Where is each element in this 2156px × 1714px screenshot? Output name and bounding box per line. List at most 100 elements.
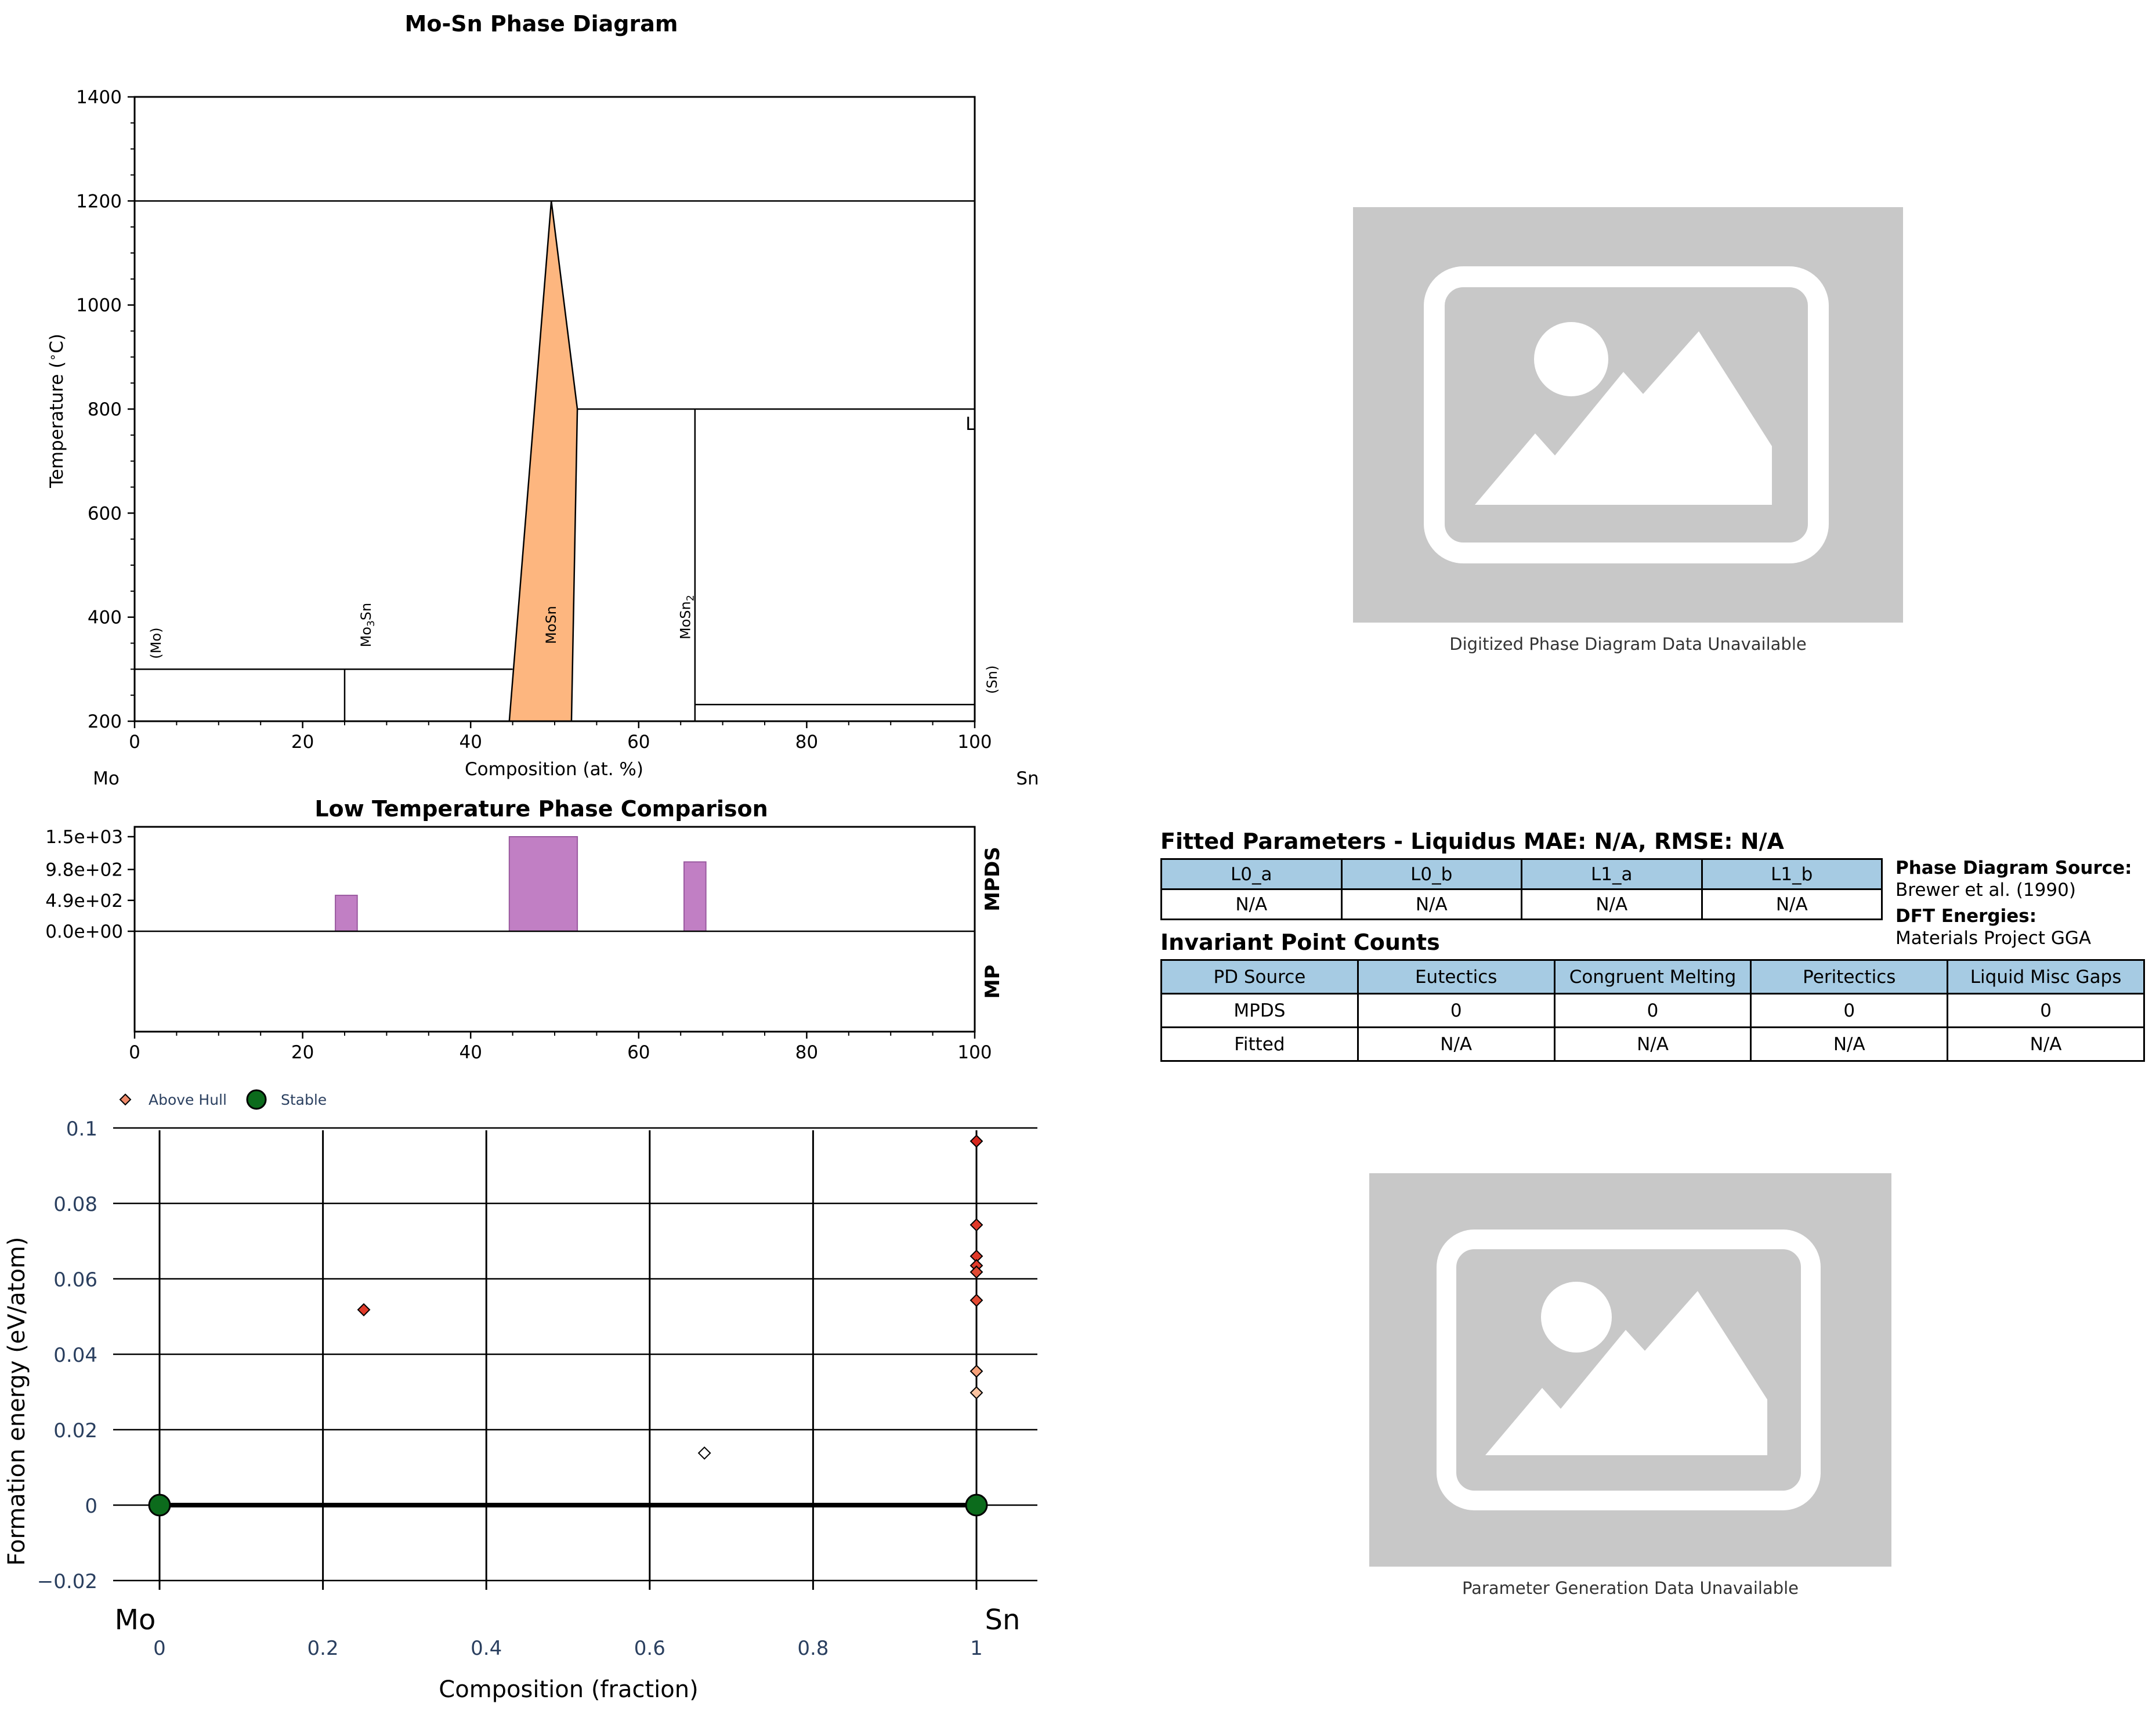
legend-stable-label: Stable [281, 1091, 327, 1108]
fitted-parameters-title: Fitted Parameters - Liquidus MAE: N/A, R… [1160, 829, 1784, 854]
invariant-header-cell: Liquid Misc Gaps [1947, 959, 2145, 995]
fitted-value-cell: N/A [1340, 888, 1522, 920]
y-tick-label: 1.5e+03 [45, 827, 123, 848]
mpds-phase-bar [335, 895, 358, 932]
phase-diagram-source-value: Brewer et al. (1990) [1895, 880, 2076, 901]
y-tick-label: 1200 [76, 191, 122, 212]
x-tick-label: 1 [970, 1637, 983, 1660]
digitized-placeholder-image [1353, 207, 1903, 623]
x-tick-label: 60 [627, 732, 650, 753]
above-hull-point [970, 1134, 983, 1148]
phase-diagram-left-element: Mo [93, 768, 120, 789]
x-tick-label: 60 [627, 1042, 650, 1063]
invariant-cell: N/A [1947, 1026, 2145, 1062]
invariant-cell: 0 [1750, 993, 1949, 1028]
y-tick-label: 4.9e+02 [45, 891, 123, 912]
invariant-header-cell: PD Source [1160, 959, 1359, 995]
phase-label-l: L [965, 414, 976, 435]
fitted-header-cell: L1_a [1521, 858, 1703, 890]
phase-label: MoSn2 [677, 595, 696, 639]
param-gen-placeholder-image [1369, 1173, 1891, 1567]
fitted-value-cell: N/A [1701, 888, 1883, 920]
x-tick-label: 0.4 [471, 1637, 502, 1660]
above-hull-point [697, 1446, 711, 1460]
phase-comparison-title: Low Temperature Phase Comparison [314, 796, 768, 822]
above-hull-point [970, 1293, 983, 1307]
fitted-value-cell: N/A [1160, 888, 1343, 920]
y-tick-label: 600 [88, 503, 122, 524]
mpds-phase-bar [508, 836, 578, 932]
image-placeholder-icon [1437, 1230, 1821, 1510]
x-tick-label: 0.8 [797, 1637, 829, 1660]
phase-diagram-source-label: Phase Diagram Source: [1895, 858, 2132, 878]
hull-xlabel: Composition (fraction) [439, 1676, 698, 1703]
above-hull-point [970, 1218, 983, 1232]
phase-diagram-xlabel: Composition (at. %) [465, 759, 643, 780]
above-hull-point [970, 1386, 983, 1400]
above-hull-point [357, 1303, 371, 1317]
y-tick-label: 0.1 [66, 1118, 97, 1141]
above-hull-point [970, 1364, 983, 1378]
fitted-header-cell: L0_b [1340, 858, 1522, 890]
hull-ylabel: Formation energy (eV/atom) [3, 1237, 30, 1566]
phase-label: MoSn [543, 606, 559, 644]
dft-energies-value: Materials Project GGA [1895, 928, 2092, 949]
digitized-caption: Digitized Phase Diagram Data Unavailable [1449, 634, 1807, 654]
convex-hull-plot-area: −0.02 0 0.02 0.04 0.06 0.08 0.1 0 0.2 0.4 0.6 0.8 1 A… [37, 1089, 1037, 1660]
x-tick-label: 0 [129, 1042, 140, 1063]
fitted-parameters-table: L0_a L0_b L1_a L1_b N/A N/A N/A N/A [1160, 858, 1883, 920]
phase-diagram-plot-area: 0 20 40 60 80 100 200 400 600 800 1000 1200 1400 (Mo)… [76, 87, 1000, 753]
x-tick-label: 40 [459, 732, 482, 753]
x-tick-label: 80 [795, 732, 818, 753]
invariant-header-cell: Peritectics [1750, 959, 1949, 995]
y-tick-label: 0 [85, 1495, 97, 1518]
convex-hull-chart: −0.02 0 0.02 0.04 0.06 0.08 0.1 0 0.2 0.4 0.6 0.8 1 A… [3, 1089, 1037, 1703]
mpds-phase-bar [683, 861, 707, 932]
phase-diagram-ylabel: Temperature (∘C) [46, 334, 67, 489]
invariant-header-cell: Congruent Melting [1553, 959, 1752, 995]
phase-label: Mo3Sn [358, 603, 377, 648]
y-tick-label: 0.0e+00 [45, 921, 123, 942]
phase-label: (Mo) [148, 627, 164, 659]
phase-label: (Sn) [984, 666, 1000, 694]
invariant-cell: 0 [1553, 993, 1752, 1028]
x-tick-label: 0 [129, 732, 140, 753]
legend-stable-marker [246, 1089, 267, 1110]
y-tick-label: 0.06 [53, 1268, 97, 1292]
invariant-header-cell: Eutectics [1356, 959, 1555, 995]
invariant-cell: N/A [1553, 1026, 1752, 1062]
y-tick-label: 200 [88, 711, 122, 732]
fitted-header-cell: L0_a [1160, 858, 1343, 890]
x-tick-label: 0 [153, 1637, 166, 1660]
x-tick-label: 0.6 [634, 1637, 665, 1660]
phase-diagram-right-element: Sn [1016, 768, 1039, 789]
row-label-mpds: MPDS [981, 847, 1004, 911]
phase-diagram-title: Mo-Sn Phase Diagram [405, 11, 678, 37]
image-placeholder-icon [1424, 266, 1829, 563]
fitted-value-cell: N/A [1521, 888, 1703, 920]
phase-comparison-chart: Low Temperature Phase Comparison 0.0e+00… [45, 796, 1004, 1063]
x-tick-label: 20 [291, 732, 314, 753]
param-gen-caption: Parameter Generation Data Unavailable [1462, 1578, 1799, 1598]
row-label-mp: MP [981, 965, 1004, 999]
legend-above-hull-label: Above Hull [149, 1091, 227, 1108]
y-tick-label: 800 [88, 399, 122, 420]
invariant-cell: N/A [1356, 1026, 1555, 1062]
above-hull-point [970, 1265, 983, 1279]
y-tick-label: 400 [88, 608, 122, 628]
stable-point [148, 1494, 171, 1517]
y-tick-label: 0.08 [53, 1193, 97, 1216]
phase-diagram-chart: Mo-Sn Phase Diagram 0 20 40 60 80 100 200 400 60… [46, 11, 1039, 789]
y-tick-label: 1400 [76, 87, 122, 108]
invariant-cell: MPDS [1160, 993, 1359, 1028]
invariant-counts-table: PD Source Eutectics Congruent Melting Pe… [1160, 959, 2145, 1062]
legend-above-hull-marker [119, 1093, 132, 1106]
invariant-cell: Fitted [1160, 1026, 1359, 1062]
dft-energies-label: DFT Energies: [1895, 906, 2037, 927]
x-tick-label: 40 [459, 1042, 482, 1063]
x-tick-label: 20 [291, 1042, 314, 1063]
stable-point [965, 1494, 988, 1517]
x-tick-label: 100 [957, 732, 992, 753]
invariant-counts-title: Invariant Point Counts [1160, 930, 1440, 955]
